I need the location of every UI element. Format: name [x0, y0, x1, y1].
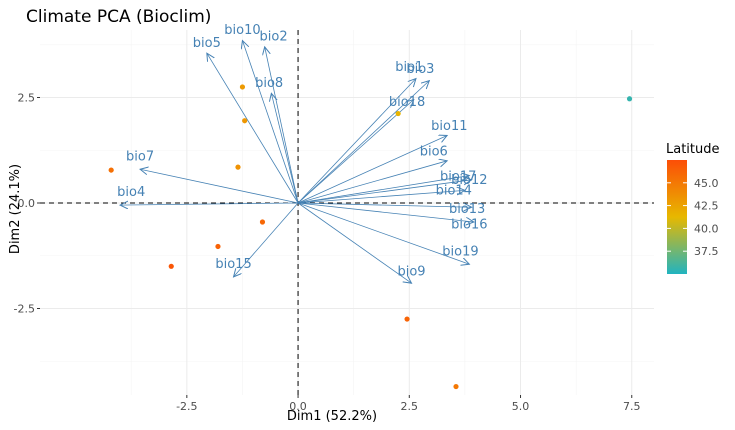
y-tick-label: 2.5 [18, 92, 36, 105]
vector-label-bio16: bio16 [451, 217, 487, 232]
major-grid [40, 30, 654, 395]
x-tick-label: 2.5 [401, 400, 419, 413]
vector-label-bio18: bio18 [389, 95, 425, 110]
y-axis-title: Dim2 (24.1%) [8, 164, 23, 254]
data-point [395, 110, 401, 117]
vector-bio7 [140, 169, 299, 204]
vector-bio2 [265, 47, 299, 204]
vector-label-bio2: bio2 [260, 29, 288, 44]
vector-bio17 [297, 176, 469, 204]
data-point [626, 96, 633, 102]
vector-label-bio1: bio1 [395, 60, 423, 75]
legend-colorbar [667, 160, 687, 274]
vector-bio18 [297, 100, 414, 204]
data-point [242, 118, 248, 124]
individual-points [108, 84, 633, 390]
minor-grid [40, 30, 654, 395]
vector-bio15 [234, 202, 299, 277]
data-point [235, 164, 241, 170]
latitude-legend: Latitude 45.0 42.5 40.0 37.5 [666, 142, 720, 274]
y-tick-label: 0.0 [18, 197, 36, 210]
data-point [259, 219, 266, 225]
vector-label-bio6: bio6 [420, 144, 448, 159]
legend-tick-label: 37.5 [694, 245, 719, 258]
variable-vectors [120, 41, 474, 284]
vector-bio12 [298, 180, 472, 204]
vector-label-bio10: bio10 [224, 23, 260, 38]
vector-bio1 [297, 79, 416, 204]
vector-label-bio13: bio13 [449, 202, 485, 217]
legend-tick-label: 42.5 [694, 200, 719, 213]
vector-bio8 [271, 93, 299, 204]
vector-label-bio4: bio4 [117, 185, 145, 200]
x-tick-label: 0.0 [289, 400, 307, 413]
vector-label-bio17: bio17 [440, 170, 476, 185]
y-tick-label: -2.5 [14, 302, 35, 315]
vector-label-bio8: bio8 [255, 76, 283, 91]
vector-label-bio12: bio12 [451, 173, 487, 188]
data-point [168, 263, 174, 269]
chart-title: Climate PCA (Bioclim) [26, 7, 211, 27]
vector-bio14 [298, 190, 465, 204]
vector-label-bio11: bio11 [431, 119, 467, 134]
vector-label-bio5: bio5 [193, 36, 221, 51]
y-axis-ticks: -2.5 0.0 2.5 [14, 92, 40, 315]
vector-bio9 [297, 202, 411, 283]
x-axis-ticks: -2.5 0.0 2.5 5.0 7.5 [176, 395, 641, 413]
x-tick-label: 5.0 [512, 400, 530, 413]
vector-label-bio7: bio7 [126, 150, 154, 165]
data-point [108, 167, 114, 173]
legend-title: Latitude [666, 142, 720, 157]
legend-tick-label: 45.0 [694, 177, 719, 190]
vector-bio11 [297, 135, 447, 204]
legend-tick-label: 40.0 [694, 222, 719, 235]
x-axis-title: Dim1 (52.2%) [287, 409, 377, 424]
vector-label-bio14: bio14 [436, 184, 472, 199]
vector-label-bio15: bio15 [215, 257, 251, 272]
vector-bio16 [298, 202, 474, 222]
vector-label-bio9: bio9 [397, 265, 425, 280]
vector-label-bio19: bio19 [442, 244, 478, 259]
data-point [215, 243, 221, 250]
vector-bio10 [242, 41, 299, 204]
vector-bio13 [298, 202, 472, 207]
x-tick-label: 7.5 [623, 400, 641, 413]
x-tick-label: -2.5 [176, 400, 197, 413]
vector-bio19 [297, 202, 469, 264]
data-point [404, 316, 410, 322]
vector-bio6 [297, 161, 447, 204]
vector-label-bio3: bio3 [406, 62, 434, 77]
data-point [453, 383, 459, 390]
vector-bio4 [120, 203, 299, 205]
vector-bio5 [207, 53, 299, 204]
data-point [239, 84, 246, 90]
legend-ticks: 45.0 42.5 40.0 37.5 [667, 177, 719, 258]
